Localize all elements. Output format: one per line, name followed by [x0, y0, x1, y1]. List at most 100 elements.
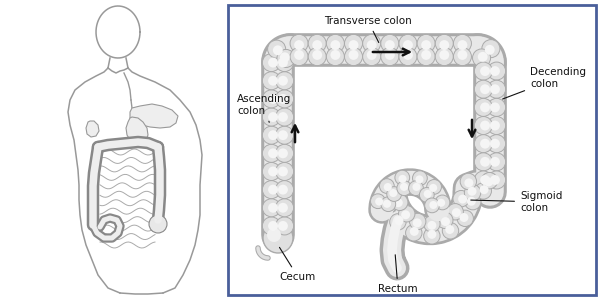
Circle shape: [380, 197, 397, 214]
Circle shape: [385, 200, 394, 209]
Circle shape: [275, 72, 293, 90]
Circle shape: [275, 199, 293, 217]
Circle shape: [490, 157, 500, 167]
Circle shape: [278, 76, 288, 86]
Circle shape: [262, 90, 280, 108]
Circle shape: [262, 126, 280, 144]
Circle shape: [275, 144, 293, 162]
Circle shape: [480, 139, 490, 148]
Circle shape: [475, 135, 493, 153]
Circle shape: [294, 50, 304, 60]
Circle shape: [308, 34, 326, 52]
Circle shape: [312, 40, 322, 50]
Circle shape: [480, 84, 490, 94]
Circle shape: [445, 225, 454, 234]
Circle shape: [275, 90, 293, 108]
Circle shape: [263, 223, 293, 253]
Circle shape: [488, 116, 506, 134]
Circle shape: [290, 34, 308, 52]
Circle shape: [278, 185, 288, 195]
Circle shape: [478, 52, 488, 62]
Circle shape: [362, 48, 380, 66]
Circle shape: [417, 48, 435, 66]
Circle shape: [490, 175, 500, 185]
Circle shape: [406, 225, 422, 241]
Circle shape: [394, 198, 403, 207]
Circle shape: [467, 187, 476, 196]
Circle shape: [473, 49, 491, 67]
Circle shape: [278, 167, 288, 176]
Circle shape: [427, 230, 436, 239]
Circle shape: [278, 130, 288, 140]
Circle shape: [488, 171, 506, 189]
Circle shape: [379, 179, 394, 194]
Circle shape: [389, 214, 406, 230]
Circle shape: [326, 34, 344, 52]
Circle shape: [457, 210, 473, 226]
Circle shape: [480, 66, 490, 76]
Circle shape: [412, 183, 421, 191]
Circle shape: [457, 50, 467, 60]
Circle shape: [389, 189, 397, 197]
Circle shape: [480, 175, 490, 185]
Circle shape: [344, 34, 362, 52]
Circle shape: [262, 54, 280, 72]
Circle shape: [475, 116, 493, 134]
Circle shape: [349, 40, 358, 50]
Circle shape: [421, 50, 431, 60]
Circle shape: [488, 98, 506, 116]
Circle shape: [441, 217, 450, 226]
Circle shape: [460, 213, 469, 222]
Circle shape: [392, 194, 408, 211]
Circle shape: [367, 50, 377, 60]
Circle shape: [278, 148, 288, 158]
Circle shape: [409, 181, 424, 196]
Circle shape: [410, 227, 419, 236]
Circle shape: [424, 228, 440, 244]
Circle shape: [430, 201, 437, 209]
Circle shape: [397, 181, 412, 196]
Circle shape: [488, 135, 506, 153]
Circle shape: [442, 223, 458, 239]
Circle shape: [262, 181, 280, 199]
Circle shape: [331, 50, 340, 60]
Circle shape: [435, 195, 450, 210]
Circle shape: [275, 217, 293, 235]
Circle shape: [454, 34, 472, 52]
Circle shape: [488, 153, 506, 171]
Circle shape: [268, 112, 278, 122]
Circle shape: [381, 197, 395, 212]
Circle shape: [490, 139, 500, 148]
Circle shape: [427, 221, 436, 230]
Circle shape: [464, 184, 481, 201]
Circle shape: [439, 40, 449, 50]
Circle shape: [403, 50, 413, 60]
Circle shape: [457, 40, 467, 50]
Text: Cecum: Cecum: [280, 248, 316, 282]
Circle shape: [447, 204, 463, 220]
Circle shape: [268, 167, 278, 176]
Circle shape: [395, 170, 410, 185]
Circle shape: [262, 199, 280, 217]
Circle shape: [475, 183, 491, 199]
Circle shape: [280, 52, 290, 62]
Circle shape: [490, 66, 500, 76]
Circle shape: [268, 58, 278, 68]
Circle shape: [275, 54, 293, 72]
Circle shape: [490, 121, 500, 130]
Circle shape: [490, 102, 500, 112]
Circle shape: [437, 199, 445, 207]
Text: Decending
colon: Decending colon: [503, 67, 586, 99]
Polygon shape: [130, 104, 178, 128]
Circle shape: [349, 50, 358, 60]
Circle shape: [488, 62, 506, 80]
Circle shape: [480, 157, 490, 167]
Circle shape: [326, 48, 344, 66]
Circle shape: [268, 185, 278, 195]
Circle shape: [484, 178, 493, 187]
Circle shape: [278, 221, 288, 231]
Circle shape: [268, 76, 278, 86]
Circle shape: [362, 34, 380, 52]
Circle shape: [394, 216, 403, 225]
Circle shape: [278, 203, 288, 213]
